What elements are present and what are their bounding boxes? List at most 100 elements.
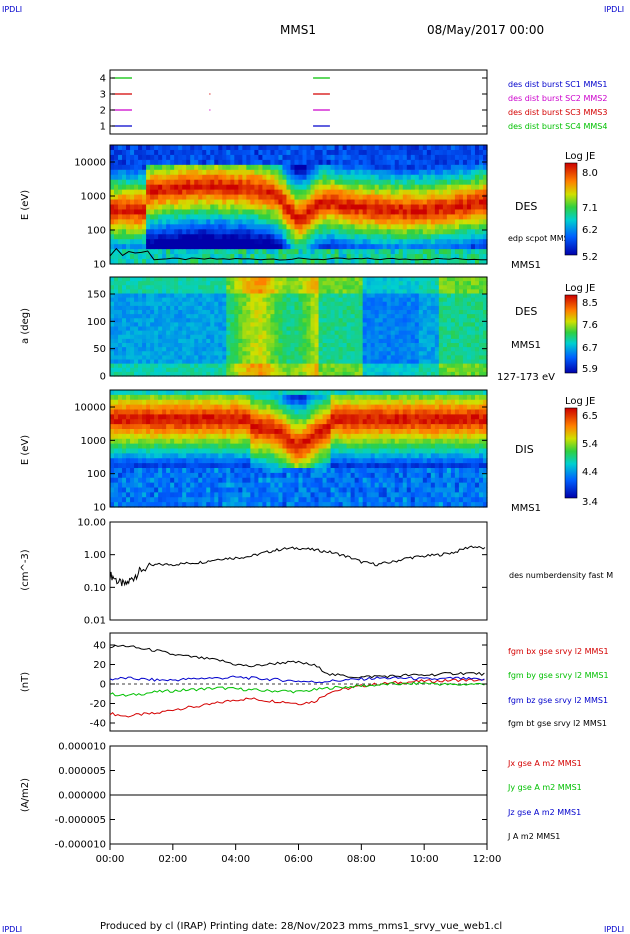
des-pitch-cell xyxy=(374,343,380,348)
des-pitch-cell xyxy=(254,343,259,348)
des-pitch-cell xyxy=(218,297,223,303)
des-pitch-cell xyxy=(474,310,480,315)
des-energy-cell xyxy=(474,244,480,250)
des-energy-cell xyxy=(334,154,340,161)
des-pitch-cell xyxy=(202,347,207,352)
des-energy-cell xyxy=(202,169,207,176)
des-pitch-cell xyxy=(166,301,171,307)
dis-energy-cell xyxy=(142,472,147,479)
des-pitch-cell xyxy=(402,322,408,328)
des-pitch-cell xyxy=(402,330,408,336)
des-pitch-cell xyxy=(414,318,420,323)
des-energy-cell xyxy=(242,204,247,211)
des-energy-cell xyxy=(450,229,456,235)
des-pitch-cell xyxy=(450,343,456,348)
dis-energy-cell xyxy=(138,482,143,489)
des-pitch-cell xyxy=(170,355,175,361)
dis-energy-cell xyxy=(146,409,151,415)
des-pitch-cell xyxy=(238,371,243,377)
des-pitch-cell xyxy=(322,281,328,286)
des-pitch-cell xyxy=(466,281,472,286)
des-energy-cell xyxy=(346,254,352,260)
des-pitch-cell xyxy=(438,322,444,328)
des-energy-cell xyxy=(166,164,171,171)
des-pitch-cell xyxy=(222,351,227,356)
des-pitch-cell xyxy=(130,318,135,323)
des-pitch-cell xyxy=(270,343,276,348)
des-energy-cell xyxy=(470,259,476,265)
des-pitch-cell xyxy=(190,305,195,311)
des-pitch-cell xyxy=(170,305,175,311)
des-energy-cell xyxy=(210,209,215,216)
des-pitch-cell xyxy=(166,334,171,340)
des-energy-cell xyxy=(114,189,119,196)
des-energy-cell xyxy=(366,199,372,206)
des-pitch-cell xyxy=(418,355,424,361)
des-pitch-cell xyxy=(362,289,368,295)
des-pitch-cell xyxy=(214,322,219,328)
des-pitch-cell xyxy=(362,363,368,369)
des-energy-cell xyxy=(118,174,123,181)
des-energy-cell xyxy=(202,164,207,171)
des-energy-cell xyxy=(238,174,243,181)
des-pitch-cb-tick-4: 5.9 xyxy=(582,364,598,375)
des-energy-cell xyxy=(150,199,155,206)
des-energy-cell xyxy=(458,184,464,191)
dis-energy-cell xyxy=(114,443,119,450)
des-energy-cell xyxy=(218,254,223,260)
des-pitch-cell xyxy=(306,371,312,377)
dis-energy-cell xyxy=(146,414,151,420)
des-energy-cell xyxy=(466,234,472,240)
des-pitch-cell xyxy=(302,367,308,373)
des-pitch-cell xyxy=(242,305,247,311)
des-pitch-cell xyxy=(426,285,432,290)
des-pitch-cell xyxy=(458,310,464,315)
des-pitch-cell xyxy=(446,359,452,365)
des-pitch-cell xyxy=(286,371,292,377)
des-pitch-cell xyxy=(410,293,416,299)
des-pitch-cell xyxy=(454,330,460,336)
des-energy-cell xyxy=(442,244,448,250)
des-pitch-cell xyxy=(386,326,392,332)
des-pitch-cell xyxy=(234,355,239,361)
des-pitch-cell xyxy=(242,277,247,282)
des-pitch-cell xyxy=(346,293,352,299)
des-energy-cell xyxy=(478,174,484,181)
des-energy-cell xyxy=(454,194,460,201)
des-pitch-cell xyxy=(186,285,191,290)
des-energy-cell xyxy=(422,174,428,181)
des-energy-cell xyxy=(458,219,464,225)
des-pitch-cell xyxy=(350,343,356,348)
des-energy-cell xyxy=(434,189,440,196)
des-energy-cell xyxy=(234,154,239,161)
des-energy-cell xyxy=(186,224,191,230)
des-pitch-cell xyxy=(246,281,251,286)
des-pitch-cell xyxy=(166,277,171,282)
des-energy-cell xyxy=(230,179,235,186)
des-pitch-cell xyxy=(366,297,372,303)
des-pitch-cell xyxy=(454,334,460,340)
des-pitch-cell xyxy=(458,359,464,365)
dis-energy-cell xyxy=(110,468,115,474)
des-pitch-cell xyxy=(414,322,420,328)
des-energy-cell xyxy=(314,154,320,161)
des-energy-cell xyxy=(474,239,480,245)
des-pitch-cell xyxy=(142,318,147,323)
des-energy-cell xyxy=(238,184,243,191)
des-pitch-cell xyxy=(210,305,215,311)
des-energy-cell xyxy=(350,169,356,176)
des-energy-cell xyxy=(266,219,272,225)
des-energy-cell xyxy=(278,209,284,216)
des-energy-cell xyxy=(266,169,272,176)
des-energy-cell xyxy=(294,149,300,156)
des-energy-cell xyxy=(382,184,388,191)
des-pitch-cell xyxy=(330,277,336,282)
des-energy-cell xyxy=(470,194,476,201)
des-energy-cell xyxy=(246,189,251,196)
des-energy-cell xyxy=(426,209,432,216)
des-pitch-cell xyxy=(202,318,207,323)
des-pitch-cell xyxy=(346,334,352,340)
des-pitch-cell xyxy=(350,367,356,373)
des-energy-cell xyxy=(378,214,384,220)
